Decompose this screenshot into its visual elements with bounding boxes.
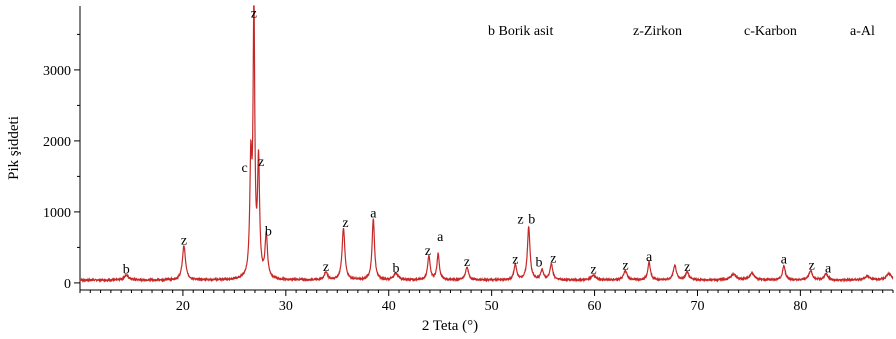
x-ticks: 20 30 40 50 60 70 80 (79, 290, 894, 314)
peak-label: z (323, 260, 329, 275)
legend-entry-borik-asit: b Borik asit (488, 24, 553, 39)
x-tick-label: 20 (176, 299, 190, 314)
peak-label: z (809, 258, 815, 273)
x-tick-label: 70 (690, 299, 704, 314)
peak-label: z (258, 155, 264, 170)
peak-label: b (265, 224, 272, 239)
y-tick-label: 3000 (43, 64, 71, 79)
x-tick-label: 80 (793, 299, 807, 314)
peak-label: z (517, 212, 523, 227)
peak-label: b (535, 256, 542, 271)
peak-label: z (684, 260, 690, 275)
peak-label: a (370, 207, 377, 222)
y-ticks: 0 1000 2000 3000 (43, 33, 80, 292)
y-tick-label: 0 (64, 277, 71, 292)
y-axis-label: Pik şiddeti (6, 116, 22, 180)
peak-label: a (437, 230, 444, 245)
y-tick-label: 2000 (43, 135, 71, 150)
peak-label: b (392, 261, 399, 276)
peak-label: c (242, 161, 248, 176)
x-tick-label: 60 (588, 299, 602, 314)
peak-label: a (781, 253, 788, 268)
peak-label: z (464, 255, 470, 270)
peak-label: b (528, 212, 535, 227)
x-axis-label: 2 Teta (°) (422, 318, 478, 334)
peak-label: a (646, 250, 653, 265)
peak-label: a (825, 261, 832, 276)
x-tick-label: 50 (485, 299, 499, 314)
peak-label: z (622, 258, 628, 273)
peak-label: b (123, 263, 130, 278)
x-tick-label: 40 (382, 299, 396, 314)
peak-label: z (342, 216, 348, 231)
legend-entry-karbon: c-Karbon (744, 24, 797, 39)
spectrum-line (79, 5, 894, 283)
legend-entry-al: a-Al (850, 24, 875, 39)
x-tick-label: 30 (279, 299, 293, 314)
peak-label: z (590, 263, 596, 278)
legend: b Borik asit z-Zirkon c-Karbon a-Al (488, 24, 875, 39)
peak-label: z (251, 6, 257, 21)
peak-label: z (550, 251, 556, 266)
y-tick-label: 1000 (43, 206, 71, 221)
peak-label: z (425, 244, 431, 259)
peak-label: z (512, 253, 518, 268)
legend-entry-zirkon: z-Zirkon (633, 24, 682, 39)
peak-label: z (181, 234, 187, 249)
